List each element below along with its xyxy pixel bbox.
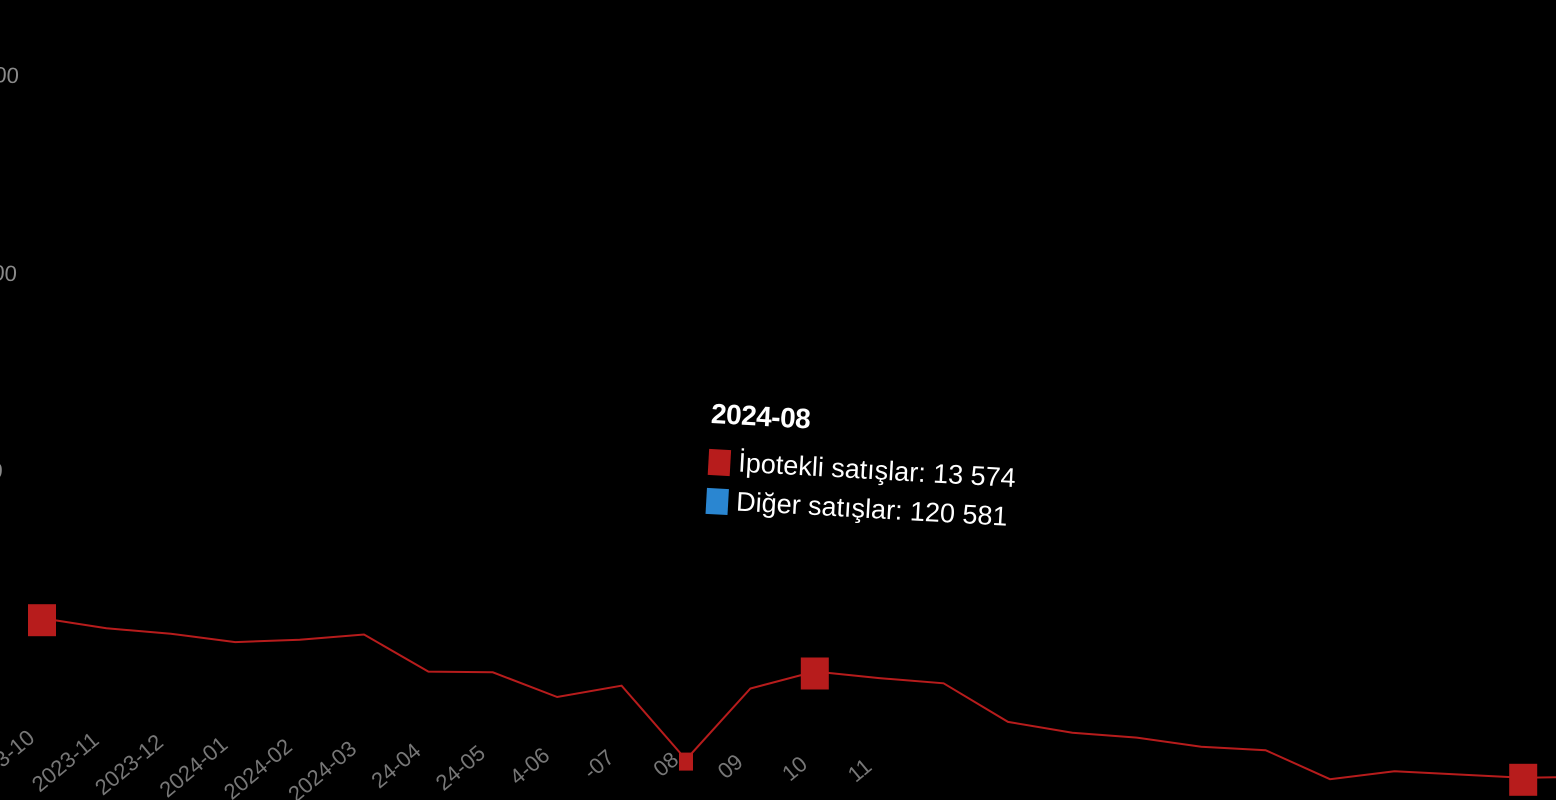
tooltip-swatch-diger xyxy=(705,487,729,515)
x-tick-label: 24-05 xyxy=(431,740,490,795)
x-tick-label: 10 xyxy=(777,751,812,786)
x-tick-label: 2023-12 xyxy=(90,729,168,800)
y-tick-label: 0 xyxy=(0,458,3,484)
x-tick-label: 11 xyxy=(843,753,877,787)
y-tick-label: 00 xyxy=(0,260,17,286)
tooltip-label-ipotekli: İpotekli satışlar: 13 574 xyxy=(737,447,1017,494)
chart-tooltip: 2024-08 İpotekli satışlar: 13 574 Diğer … xyxy=(705,398,1019,541)
x-tick-label: 24-04 xyxy=(366,738,425,793)
tooltip-swatch-ipotekli xyxy=(707,448,732,476)
tooltip-label-diger: Diğer satışlar: 120 581 xyxy=(735,486,1009,532)
y-tick-label: 00 xyxy=(0,62,19,88)
x-tick-label: 2024-01 xyxy=(154,731,232,800)
data-point-ipotekli-10[interactable] xyxy=(679,752,693,771)
tooltip-row-diger: Diğer satışlar: 120 581 xyxy=(705,485,1014,533)
x-tick-label: 4-06 xyxy=(505,742,555,789)
data-point-ipotekli-0[interactable] xyxy=(28,604,56,637)
x-tick-label: 2023-11 xyxy=(27,727,104,797)
x-tick-label: -07 xyxy=(578,744,618,784)
x-tick-label: 3-10 xyxy=(0,725,39,772)
data-point-ipotekli-12[interactable] xyxy=(800,657,829,690)
data-point-ipotekli-23[interactable] xyxy=(1509,763,1538,796)
x-tick-label: 09 xyxy=(713,749,748,784)
x-tick-label: 2024-03 xyxy=(283,736,361,800)
